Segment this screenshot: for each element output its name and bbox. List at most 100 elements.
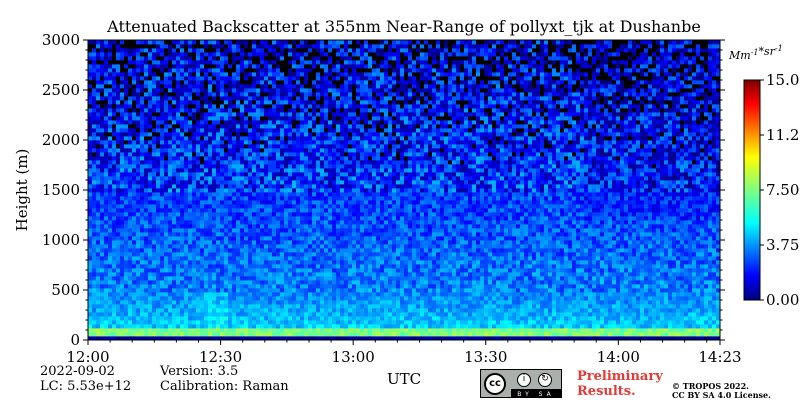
heatmap-cell xyxy=(288,44,293,49)
heatmap-cell xyxy=(228,72,233,77)
heatmap-cell xyxy=(208,276,213,281)
heatmap-cell xyxy=(312,284,317,289)
heatmap-cell xyxy=(248,248,253,253)
heatmap-cell xyxy=(92,56,97,61)
heatmap-cell xyxy=(276,48,281,53)
heatmap-cell xyxy=(336,108,341,113)
heatmap-cell xyxy=(304,300,309,305)
heatmap-cell xyxy=(160,180,165,185)
heatmap-cell xyxy=(248,204,253,209)
heatmap-cell xyxy=(336,160,341,165)
heatmap-cell xyxy=(308,320,313,325)
heatmap-cell xyxy=(272,184,277,189)
heatmap-cell xyxy=(208,296,213,301)
heatmap-cell xyxy=(148,172,153,177)
heatmap-cell xyxy=(316,72,321,77)
heatmap-cell xyxy=(248,232,253,237)
heatmap-cell xyxy=(148,252,153,257)
heatmap-cell xyxy=(228,156,233,161)
heatmap-cell xyxy=(280,132,285,137)
heatmap-cell xyxy=(312,184,317,189)
heatmap-cell xyxy=(168,212,173,217)
heatmap-cell xyxy=(232,56,237,61)
heatmap-cell xyxy=(124,40,129,45)
heatmap-cell xyxy=(260,304,265,309)
heatmap-cell xyxy=(204,128,209,133)
heatmap-cell xyxy=(292,260,297,265)
heatmap-cell xyxy=(88,256,93,261)
heatmap-cell xyxy=(300,224,305,229)
heatmap-cell xyxy=(160,200,165,205)
heatmap-cell xyxy=(228,312,233,317)
heatmap-cell xyxy=(104,96,109,101)
heatmap-cell xyxy=(100,148,105,153)
heatmap-cell xyxy=(188,76,193,81)
heatmap-cell xyxy=(344,236,349,241)
heatmap-cell xyxy=(128,200,133,205)
heatmap-cell xyxy=(320,160,325,165)
heatmap-cell xyxy=(312,168,317,173)
heatmap-cell xyxy=(276,264,281,269)
heatmap-cell xyxy=(88,120,93,125)
heatmap-cell xyxy=(248,308,253,313)
heatmap-cell xyxy=(244,44,249,49)
heatmap-cell xyxy=(240,188,245,193)
heatmap-cell xyxy=(316,136,321,141)
heatmap-cell xyxy=(88,196,93,201)
heatmap-cell xyxy=(128,212,133,217)
heatmap-cell xyxy=(312,324,317,329)
heatmap-cell xyxy=(184,312,189,317)
heatmap-cell xyxy=(144,116,149,121)
heatmap-cell xyxy=(348,168,353,173)
heatmap-cell xyxy=(124,184,129,189)
heatmap-cell xyxy=(320,132,325,137)
heatmap-cell xyxy=(300,60,305,65)
heatmap-cell xyxy=(172,124,177,129)
heatmap-cell xyxy=(300,104,305,109)
heatmap-cell xyxy=(252,328,257,333)
heatmap-cell xyxy=(100,284,105,289)
heatmap-cell xyxy=(88,236,93,241)
heatmap-cell xyxy=(188,120,193,125)
heatmap-cell xyxy=(108,184,113,189)
heatmap-cell xyxy=(172,276,177,281)
heatmap-cell xyxy=(172,248,177,253)
heatmap-cell xyxy=(316,176,321,181)
heatmap-cell xyxy=(220,176,225,181)
heatmap-cell xyxy=(268,332,273,337)
heatmap-cell xyxy=(224,236,229,241)
heatmap-cell xyxy=(292,100,297,105)
heatmap-cell xyxy=(252,152,257,157)
heatmap-cell xyxy=(208,316,213,321)
heatmap-cell xyxy=(348,260,353,265)
heatmap-cell xyxy=(256,120,261,125)
heatmap-cell xyxy=(256,64,261,69)
heatmap-cell xyxy=(144,100,149,105)
heatmap-cell xyxy=(220,120,225,125)
heatmap-cell xyxy=(300,80,305,85)
heatmap-cell xyxy=(344,92,349,97)
heatmap-cell xyxy=(312,60,317,65)
heatmap-cell xyxy=(336,320,341,325)
heatmap-cell xyxy=(180,332,185,337)
heatmap-cell xyxy=(192,72,197,77)
heatmap-cell xyxy=(252,48,257,53)
heatmap-cell xyxy=(316,188,321,193)
heatmap-cell xyxy=(328,316,333,321)
heatmap-cell xyxy=(152,196,157,201)
heatmap-cell xyxy=(284,164,289,169)
heatmap-cell xyxy=(88,96,93,101)
heatmap-cell xyxy=(244,220,249,225)
heatmap-cell xyxy=(212,216,217,221)
heatmap-cell xyxy=(304,312,309,317)
heatmap-cell xyxy=(256,52,261,57)
heatmap-cell xyxy=(184,56,189,61)
heatmap-cell xyxy=(152,72,157,77)
heatmap-cell xyxy=(292,232,297,237)
heatmap-cell xyxy=(216,120,221,125)
heatmap-cell xyxy=(156,292,161,297)
heatmap-cell xyxy=(352,336,357,341)
heatmap-cell xyxy=(248,160,253,165)
heatmap-cell xyxy=(92,164,97,169)
heatmap-cell xyxy=(324,272,329,277)
